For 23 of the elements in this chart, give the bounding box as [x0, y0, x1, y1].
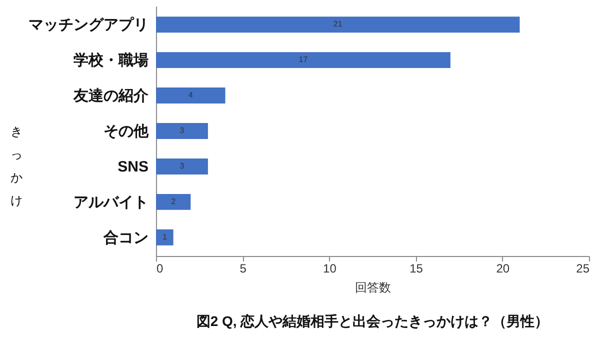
y-tick-label: 学校・職場 — [74, 52, 148, 70]
data-label: 2 — [171, 196, 176, 206]
y-tick-label: 友達の紹介 — [72, 88, 150, 105]
y-tick-label: マッチングアプリ — [28, 16, 148, 34]
text: 図2 Q, 恋人や結婚相手と出会ったきっかけは？（男性） — [196, 313, 549, 329]
data-label: 4 — [188, 90, 194, 100]
data-label: 3 — [180, 126, 185, 135]
data-label: 1 — [162, 232, 168, 242]
x-tick-label: 15 — [410, 262, 424, 276]
y-tick-label: 合コン — [102, 229, 148, 246]
data-label: 17 — [298, 55, 308, 64]
x-tick-label: 25 — [576, 262, 590, 276]
y-tick-label: その他 — [104, 123, 150, 140]
x-tick-label: 5 — [240, 262, 247, 276]
x-tick-label: 20 — [496, 262, 510, 276]
x-axis-title: 回答数 — [355, 280, 391, 294]
y-tick-label: SNS — [118, 158, 148, 176]
y-tick-label: アルバイト — [74, 194, 148, 211]
x-tick-label: 10 — [323, 262, 337, 276]
data-label: 3 — [180, 161, 185, 170]
data-label: 21 — [333, 20, 343, 29]
x-tick-label: 0 — [156, 262, 164, 276]
y-axis-title: きっかけ — [10, 124, 22, 208]
